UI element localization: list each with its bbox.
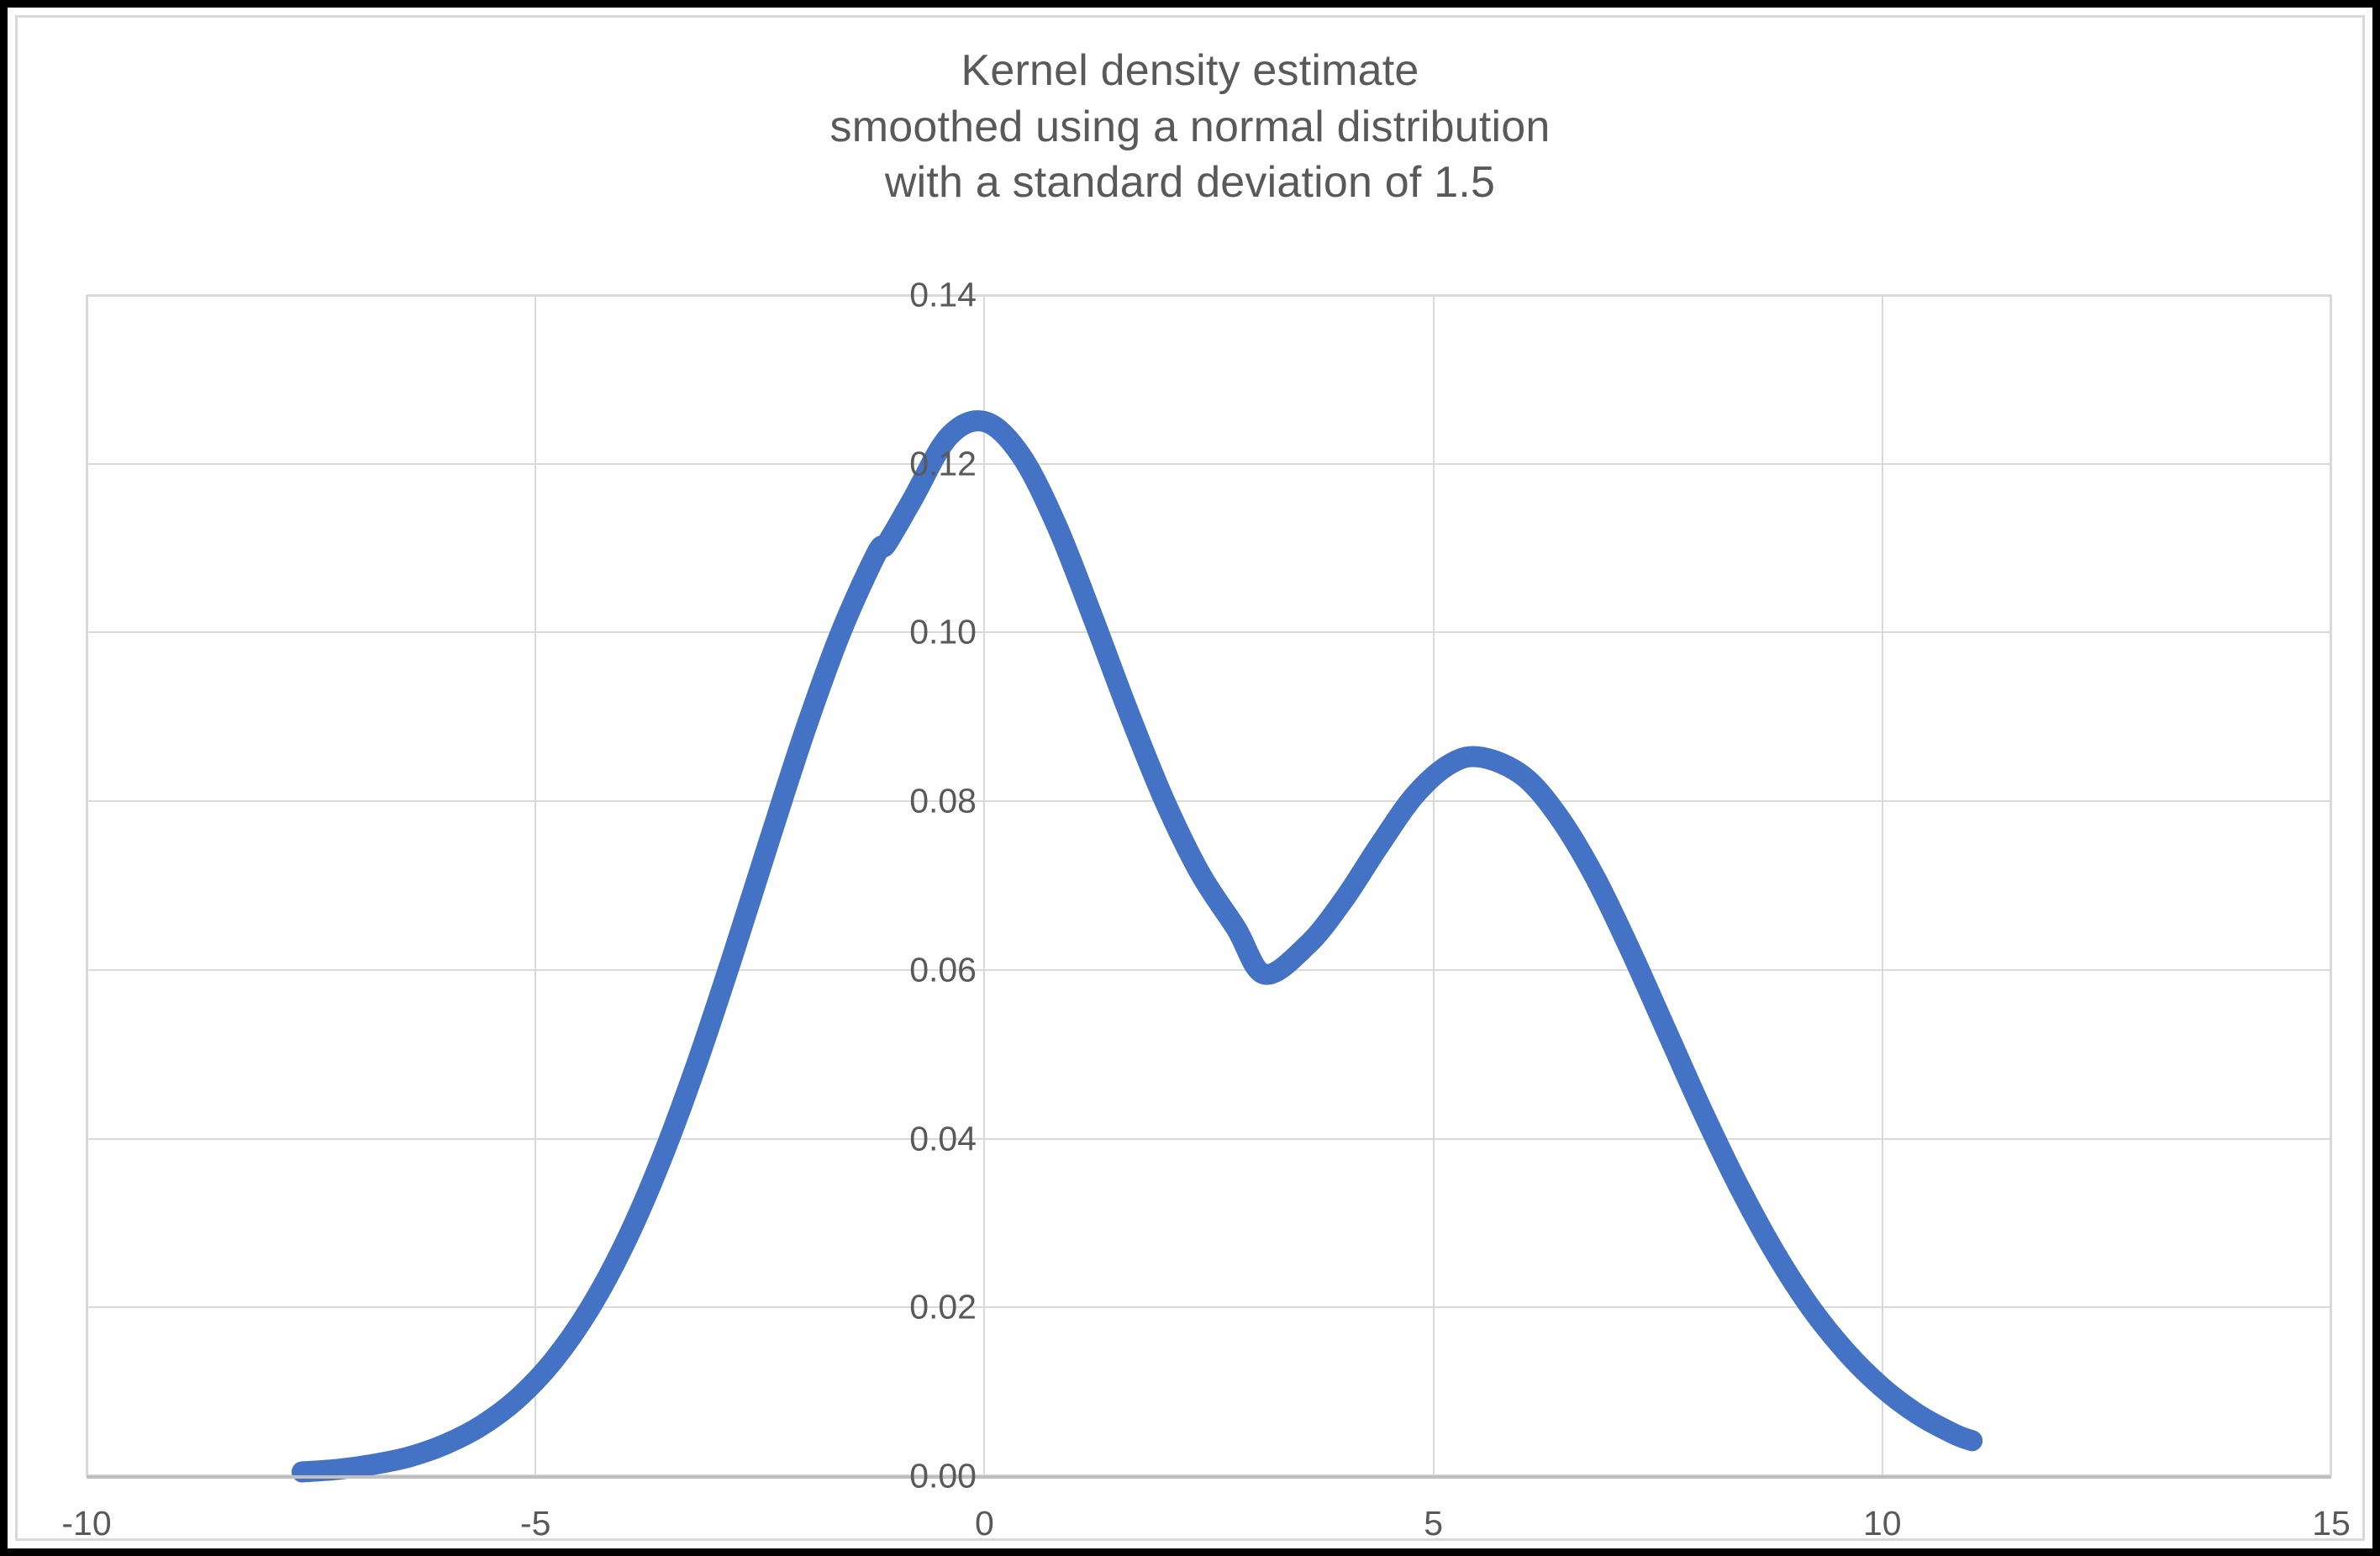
gridline-vertical [534, 295, 537, 1476]
x-axis-tick-label: 10 [1862, 1504, 1902, 1543]
kde-curve-path [291, 410, 1983, 1483]
x-axis-tick-label: -10 [61, 1504, 112, 1543]
chart-title-line-3: with a standard deviation of 1.5 [884, 158, 1496, 208]
x-axis-tick-labels: -10 -5 0 5 10 15 [18, 1504, 2372, 1548]
x-axis-tick-label: 15 [2312, 1504, 2351, 1543]
y-axis-tick-label: 0.04 [909, 1119, 977, 1158]
chart-title-line-2: smoothed using a normal distribution [829, 102, 1551, 151]
chart-container: Kernel density estimate smoothed using a… [15, 15, 2365, 1543]
chart-title-line-1: Kernel density estimate [961, 46, 1419, 95]
gridline-horizontal [87, 1137, 2331, 1140]
x-axis-tick-label: 0 [974, 1504, 994, 1543]
chart-title: Kernel density estimate smoothed using a… [18, 43, 2362, 211]
x-axis-tick-label: -5 [519, 1504, 551, 1543]
x-axis-line [87, 1475, 2331, 1479]
y-axis-tick-label: 0.14 [909, 275, 977, 314]
gridline-horizontal [87, 631, 2331, 634]
gridline-horizontal [87, 1306, 2331, 1309]
gridline-vertical [1881, 295, 1883, 1476]
gridline-vertical [1432, 295, 1435, 1476]
y-axis-tick-label: 0.08 [909, 781, 977, 820]
gridline-vertical [2330, 295, 2332, 1476]
gridline-vertical [983, 295, 986, 1476]
gridline-horizontal [87, 800, 2331, 803]
y-axis-tick-label: 0.02 [909, 1287, 977, 1327]
kde-curve [291, 410, 1983, 1483]
y-axis-tick-label: 0.12 [909, 444, 977, 483]
y-axis-tick-label: 0.06 [909, 950, 977, 989]
y-axis-tick-labels: 0.00 0.02 0.04 0.06 0.08 0.10 0.12 0.14 [18, 276, 977, 1495]
y-axis-tick-label: 0.00 [909, 1456, 977, 1495]
gridline-horizontal [87, 968, 2331, 971]
y-axis-tick-label: 0.10 [909, 612, 977, 651]
x-axis-tick-label: 5 [1424, 1504, 1443, 1543]
gridline-horizontal [87, 462, 2331, 465]
